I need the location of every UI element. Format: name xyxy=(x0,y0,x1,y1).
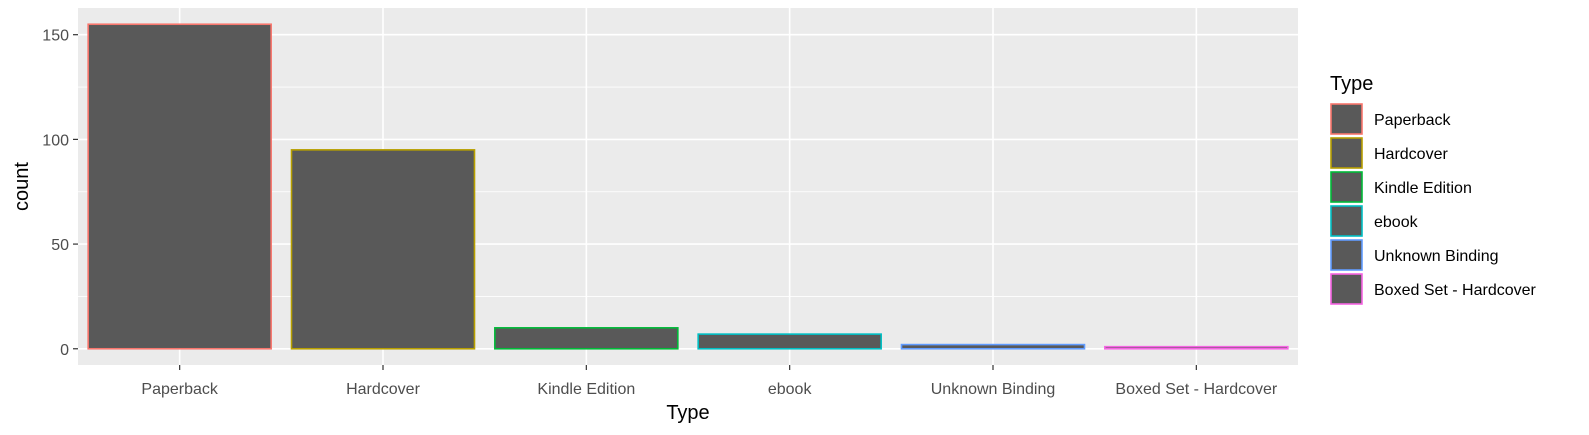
legend-title: Type xyxy=(1330,73,1373,95)
plot-panel xyxy=(78,8,1298,365)
legend-key xyxy=(1330,137,1363,169)
y-axis: 0 50 100 150 xyxy=(42,28,78,359)
legend-label: Hardcover xyxy=(1374,146,1448,163)
bar xyxy=(900,343,1086,350)
bar xyxy=(87,23,272,350)
y-tick-label: 100 xyxy=(42,132,69,149)
x-axis: Paperback Hardcover Kindle Edition ebook Unk… xyxy=(141,365,1278,398)
legend-key xyxy=(1330,239,1363,271)
legend-key xyxy=(1330,103,1363,135)
x-tick-label: ebook xyxy=(768,381,813,398)
legend-label: Boxed Set - Hardcover xyxy=(1374,282,1537,299)
bar xyxy=(697,333,882,350)
legend-key xyxy=(1330,171,1363,203)
legend-label: ebook xyxy=(1374,214,1419,231)
bar xyxy=(494,327,679,350)
legend-key xyxy=(1330,205,1363,237)
legend-label: Paperback xyxy=(1374,112,1451,129)
legend-label: Kindle Edition xyxy=(1374,180,1472,197)
y-tick-label: 150 xyxy=(42,28,69,45)
y-tick-label: 50 xyxy=(51,237,69,254)
x-tick-label: Paperback xyxy=(141,381,218,398)
bar xyxy=(290,149,476,350)
x-tick-label: Hardcover xyxy=(346,381,420,398)
legend-label: Unknown Binding xyxy=(1374,248,1499,265)
legend-key xyxy=(1330,273,1363,305)
y-tick-label: 0 xyxy=(60,342,69,359)
minor-gridlines xyxy=(78,86,1298,297)
x-tick-label: Kindle Edition xyxy=(537,381,635,398)
legend: Type Paperback Hardcover Kindle Edition ebo… xyxy=(1330,73,1537,305)
bars xyxy=(87,23,1289,350)
bar xyxy=(1104,345,1289,350)
x-tick-label: Boxed Set - Hardcover xyxy=(1115,381,1278,398)
y-axis-title: count xyxy=(11,162,33,211)
x-tick-label: Unknown Binding xyxy=(931,381,1056,398)
x-axis-title: Type xyxy=(666,402,709,424)
